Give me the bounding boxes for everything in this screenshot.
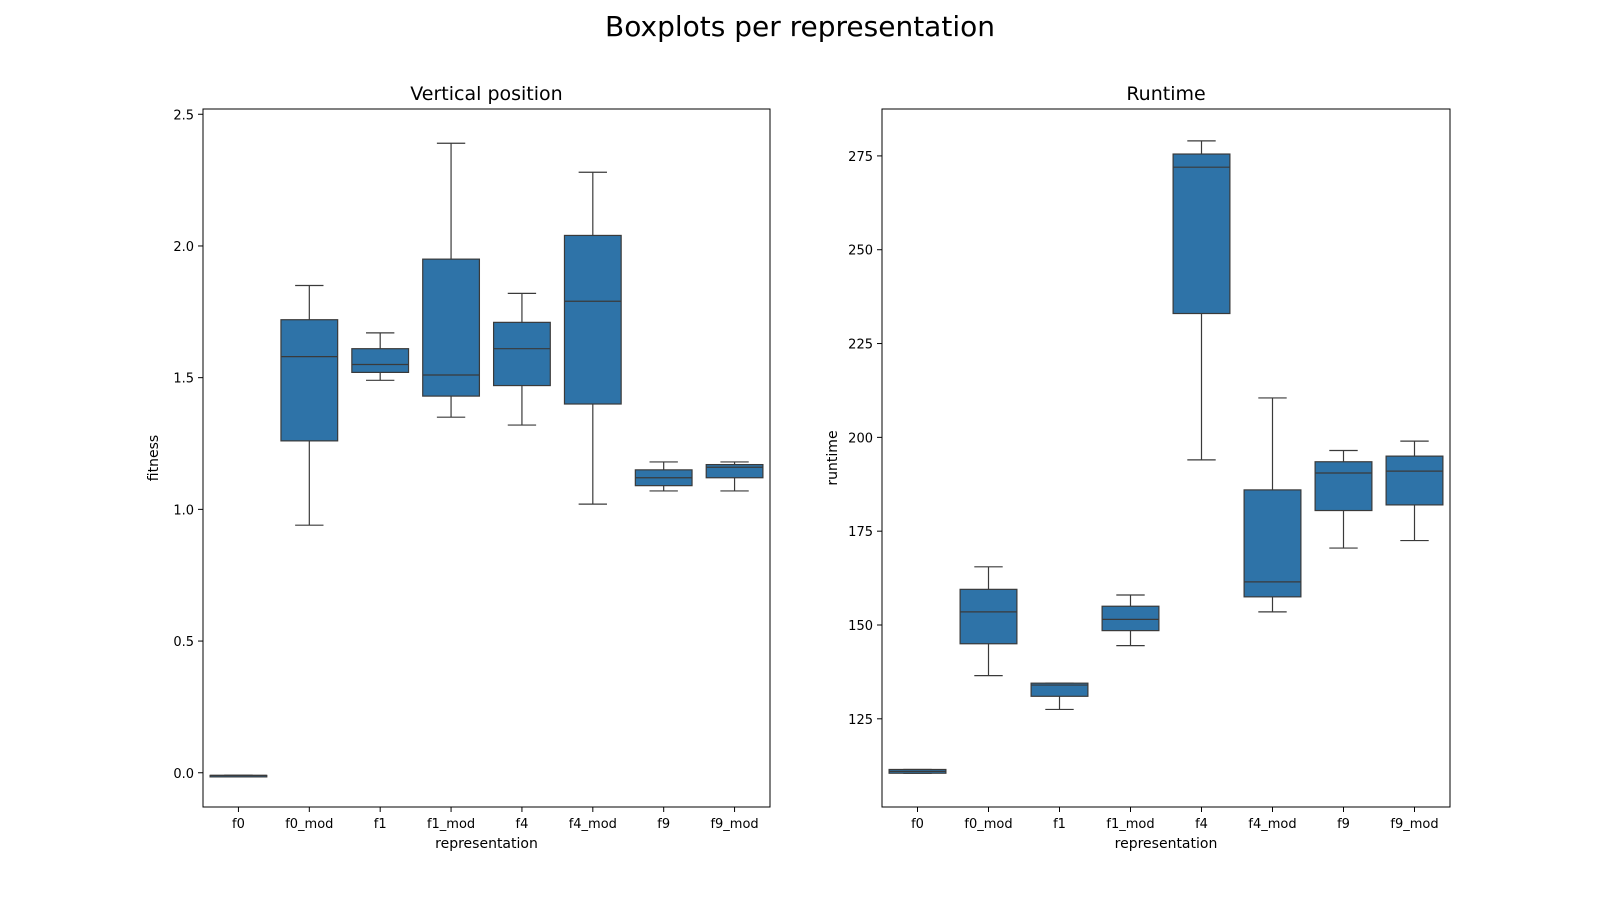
- y-tick-label: 1.0: [173, 503, 194, 518]
- box-iqr: [492, 321, 551, 387]
- x-tick-label: f4_mod: [569, 817, 617, 832]
- y-tick-label: 275: [848, 150, 873, 165]
- x-tick-label: f0: [232, 817, 245, 832]
- box-f1: [1030, 682, 1089, 711]
- box-f1_mod: [1101, 594, 1160, 647]
- y-tick-label: 225: [848, 338, 873, 353]
- box-iqr: [1101, 605, 1160, 632]
- x-tick-label: f4: [1195, 817, 1208, 832]
- box-f4: [1172, 140, 1231, 461]
- box-f9: [1314, 449, 1373, 549]
- x-tick-label: f9: [657, 817, 670, 832]
- box-iqr: [1172, 153, 1231, 315]
- y-tick-label: 0.0: [173, 767, 194, 782]
- box-iqr: [1314, 461, 1373, 512]
- x-tick-label: f4_mod: [1248, 817, 1296, 832]
- x-axis-label: representation: [435, 836, 538, 852]
- y-tick-label: 2.0: [173, 240, 194, 255]
- box-f0: [209, 774, 268, 778]
- box-f4_mod: [563, 171, 622, 505]
- box-iqr: [351, 348, 410, 373]
- x-tick-label: f4: [516, 817, 529, 832]
- y-tick-label: 200: [848, 431, 873, 446]
- box-iqr: [959, 588, 1018, 645]
- y-axis-label: fitness: [146, 435, 162, 481]
- box-f0: [888, 768, 947, 774]
- box-iqr: [1385, 455, 1444, 506]
- x-tick-label: f0_mod: [964, 817, 1012, 832]
- x-tick-label: f0_mod: [285, 817, 333, 832]
- box-iqr: [280, 319, 339, 442]
- x-tick-label: f1_mod: [427, 817, 475, 832]
- x-tick-label: f0: [911, 817, 924, 832]
- box-f4_mod: [1243, 397, 1302, 613]
- box-iqr: [1243, 489, 1302, 598]
- x-tick-label: f1: [374, 817, 387, 832]
- chart-panel-2: Runtime 125 150 175 200 225 250 275 f0 f0_mod f1 f1…: [825, 83, 1451, 852]
- box-iqr: [563, 234, 622, 405]
- box-iqr: [422, 258, 481, 397]
- panel-title: Runtime: [1126, 83, 1205, 105]
- figure-title: Boxplots per representation: [605, 10, 995, 43]
- x-axis-label: representation: [1115, 836, 1218, 852]
- box-f1_mod: [422, 142, 481, 418]
- y-tick-label: 2.5: [173, 108, 194, 123]
- y-tick-label: 250: [848, 244, 873, 259]
- x-tick-label: f9: [1337, 817, 1350, 832]
- plot-frame: [202, 108, 771, 808]
- box-f0_mod: [959, 566, 1018, 677]
- box-f0_mod: [280, 284, 339, 526]
- box-f1: [351, 332, 410, 381]
- y-tick-label: 1.5: [173, 372, 194, 387]
- x-tick-label: f1: [1053, 817, 1066, 832]
- plot-frame: [881, 108, 1451, 808]
- box-f9: [634, 461, 693, 492]
- panel-title: Vertical position: [410, 83, 562, 105]
- box-iqr: [705, 463, 764, 479]
- x-tick-label: f9_mod: [1390, 817, 1438, 832]
- chart-panel-1: Vertical position 0.0 0.5 1.0 1.5 2.0 2.5 f0 f0_…: [146, 83, 771, 852]
- x-tick-label: f9_mod: [710, 817, 758, 832]
- y-tick-label: 150: [848, 619, 873, 634]
- y-tick-label: 0.5: [173, 635, 194, 650]
- y-axis-label: runtime: [825, 430, 841, 485]
- y-tick-label: 175: [848, 525, 873, 540]
- y-tick-label: 125: [848, 713, 873, 728]
- box-f9_mod: [705, 461, 764, 492]
- box-f4: [492, 292, 551, 426]
- box-iqr: [1030, 682, 1089, 697]
- box-f9_mod: [1385, 440, 1444, 542]
- x-tick-label: f1_mod: [1106, 817, 1154, 832]
